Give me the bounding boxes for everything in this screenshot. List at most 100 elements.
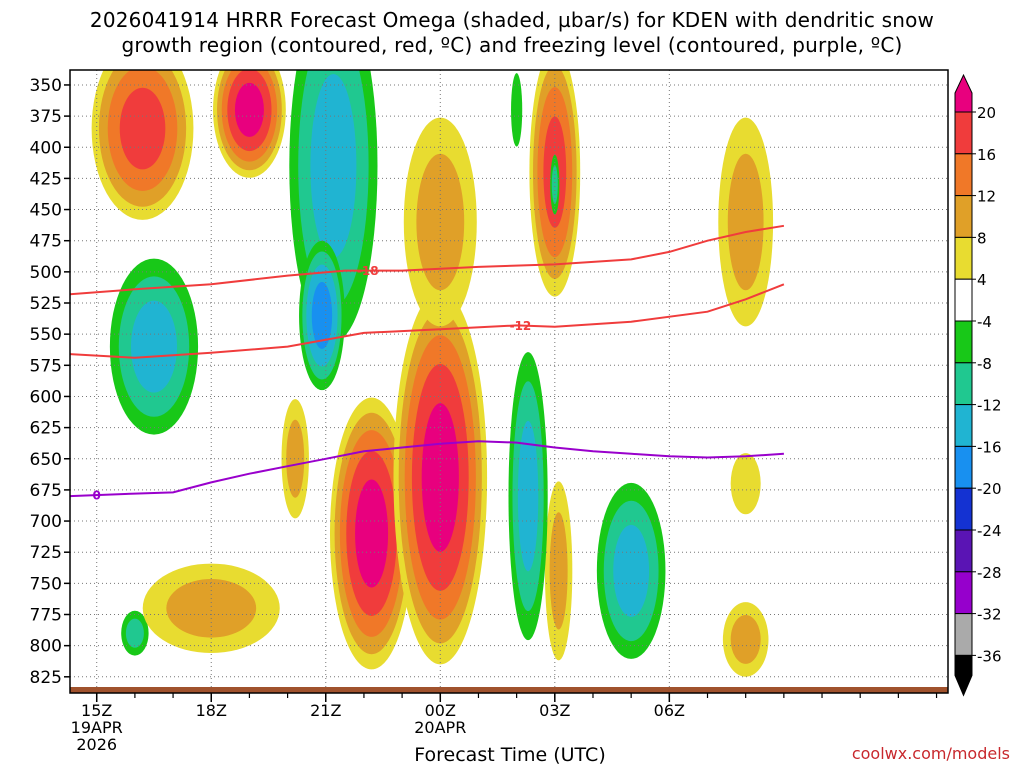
omega-contour-16 bbox=[119, 87, 166, 170]
y-tick-label-350: 350 bbox=[30, 76, 62, 96]
y-tick-label-475: 475 bbox=[30, 232, 62, 252]
y-tick-label-725: 725 bbox=[30, 543, 62, 563]
colorbar-cell-13 bbox=[954, 613, 973, 656]
omega-contour-20 bbox=[421, 403, 459, 552]
colorbar-label-10: -24 bbox=[977, 522, 1002, 540]
freezing-level-0-line bbox=[70, 440, 784, 498]
ground-strip bbox=[70, 687, 948, 693]
omega-contour--16 bbox=[311, 282, 333, 349]
x-tick-label-3-0: 18Z bbox=[196, 701, 227, 720]
colorbar-label-1: 16 bbox=[977, 146, 996, 164]
omega-contour-8 bbox=[286, 419, 305, 498]
x-axis-label: Forecast Time (UTC) bbox=[414, 744, 606, 766]
dgz-minus-18-label: -18 bbox=[357, 264, 379, 278]
y-tick-label-625: 625 bbox=[30, 419, 62, 439]
omega-contour--12 bbox=[130, 300, 177, 393]
omega-contour--8 bbox=[125, 618, 144, 648]
plot-border bbox=[69, 69, 949, 694]
chart-title-line-2: growth region (contoured, red, ºC) and f… bbox=[121, 33, 903, 57]
y-tick-label-675: 675 bbox=[30, 481, 62, 501]
omega-feature-20 bbox=[730, 453, 761, 515]
freezing-level-0-label: 0 bbox=[93, 489, 101, 503]
y-tick-label-600: 600 bbox=[30, 387, 62, 407]
x-tick-label-12-0: 03Z bbox=[539, 701, 570, 720]
omega-contour-8 bbox=[727, 153, 764, 291]
y-tick-label-575: 575 bbox=[30, 356, 62, 376]
omega-feature-5 bbox=[142, 563, 280, 653]
colorbar-cell-9 bbox=[954, 445, 973, 489]
omega-contour-20 bbox=[355, 479, 389, 588]
contour-lines bbox=[70, 224, 785, 498]
y-tick-label-400: 400 bbox=[30, 138, 62, 158]
colorbar-cell-2 bbox=[954, 153, 973, 197]
y-tick-label-700: 700 bbox=[30, 512, 62, 532]
y-tick-label-375: 375 bbox=[30, 107, 62, 127]
omega-feature-7 bbox=[299, 240, 345, 391]
colorbar-label-13: -36 bbox=[977, 647, 1002, 665]
omega-feature-14 bbox=[550, 154, 560, 215]
colorbar-label-12: -32 bbox=[977, 606, 1002, 624]
omega-feature-13 bbox=[511, 73, 523, 147]
y-tick-label-825: 825 bbox=[30, 668, 62, 688]
omega-shading bbox=[91, 70, 774, 677]
colorbar-cell-8 bbox=[954, 404, 973, 447]
omega-contour-8 bbox=[730, 615, 761, 664]
colorbar-cell-6 bbox=[954, 320, 973, 364]
omega-feature-9 bbox=[329, 397, 414, 670]
colorbar-label-2: 12 bbox=[977, 188, 996, 206]
source-credit: coolwx.com/models bbox=[851, 744, 1010, 763]
x-tick-label-0-0: 15Z bbox=[81, 701, 112, 720]
omega-contour-4 bbox=[730, 453, 761, 515]
y-tick-label-425: 425 bbox=[30, 169, 62, 189]
x-tick-label-9-1: 20APR bbox=[414, 718, 466, 737]
omega-feature-19 bbox=[722, 602, 769, 677]
omega-feature-10 bbox=[393, 290, 488, 665]
omega-feature-16 bbox=[508, 352, 548, 641]
chart-title-line-1: 2026041914 HRRR Forecast Omega (shaded, … bbox=[89, 8, 935, 32]
x-tick-label-9-0: 00Z bbox=[425, 701, 456, 720]
dgz-minus-18-line bbox=[70, 224, 785, 296]
x-tick-label-0-2: 2026 bbox=[76, 735, 117, 754]
y-tick-label-450: 450 bbox=[30, 201, 62, 221]
x-tick-label-6-0: 21Z bbox=[310, 701, 341, 720]
colorbar-label-7: -12 bbox=[977, 397, 1002, 415]
dgz-minus-12-label: -12 bbox=[510, 319, 532, 333]
colorbar-label-11: -28 bbox=[977, 564, 1002, 582]
omega-feature-8 bbox=[281, 399, 309, 519]
y-tick-label-800: 800 bbox=[30, 637, 62, 657]
omega-feature-3 bbox=[121, 610, 149, 656]
omega-contour-20 bbox=[234, 82, 264, 137]
colorbar-label-9: -20 bbox=[977, 480, 1002, 498]
colorbar-cell-11 bbox=[954, 529, 973, 573]
x-tick-label-15-0: 06Z bbox=[654, 701, 685, 720]
y-tick-label-550: 550 bbox=[30, 325, 62, 345]
colorbar-cell-7 bbox=[954, 362, 973, 406]
colorbar-cell-bottom bbox=[954, 654, 973, 697]
colorbar-cell-12 bbox=[954, 571, 973, 615]
colorbar-cell-5 bbox=[954, 278, 973, 322]
omega-contour-8 bbox=[549, 512, 568, 630]
omega-feature-4 bbox=[109, 258, 199, 435]
colorbar-cell-3 bbox=[954, 195, 973, 238]
colorbar-label-5: -4 bbox=[977, 313, 992, 331]
y-tick-label-750: 750 bbox=[30, 574, 62, 594]
omega-contour--12 bbox=[613, 524, 650, 617]
colorbar-cell-10 bbox=[954, 487, 973, 531]
omega-feature-17 bbox=[596, 482, 666, 659]
x-tick-label-0-1: 19APR bbox=[71, 718, 123, 737]
y-tick-label-775: 775 bbox=[30, 606, 62, 626]
colorbar-cell-4 bbox=[954, 236, 973, 280]
omega-feature-15 bbox=[544, 481, 573, 661]
y-tick-label-525: 525 bbox=[30, 294, 62, 314]
colorbar-label-6: -8 bbox=[977, 355, 992, 373]
omega-contour--8 bbox=[551, 165, 558, 205]
colorbar-label-3: 8 bbox=[977, 229, 987, 247]
colorbar-label-4: 4 bbox=[977, 271, 987, 289]
colorbar-label-8: -16 bbox=[977, 438, 1002, 456]
y-axis: 350 375 400 425 450 475 500 525 550 575 600 625 650 6… bbox=[30, 76, 70, 688]
colorbar-label-0: 20 bbox=[977, 104, 996, 122]
omega-feature-1 bbox=[91, 70, 194, 220]
y-tick-label-500: 500 bbox=[30, 263, 62, 283]
